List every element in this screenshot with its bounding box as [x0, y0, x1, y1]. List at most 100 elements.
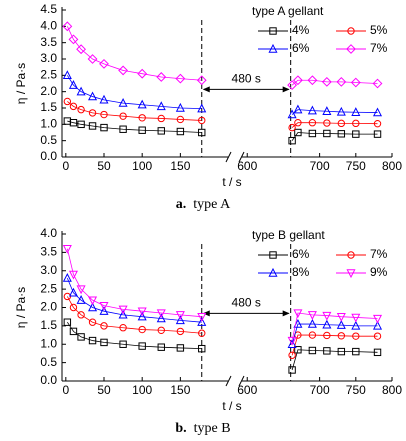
- marker: [197, 312, 207, 322]
- marker: [336, 106, 346, 116]
- y-tick-label: 2.0: [40, 300, 57, 314]
- marker: [137, 311, 147, 321]
- y-tick-label: 1.0: [40, 336, 57, 350]
- marker: [346, 44, 356, 54]
- marker: [197, 103, 207, 113]
- marker: [62, 21, 73, 32]
- marker: [118, 309, 128, 319]
- series-line: [291, 79, 378, 86]
- marker: [373, 348, 382, 357]
- series-line: [67, 75, 202, 110]
- marker: [294, 128, 302, 137]
- marker: [99, 58, 109, 69]
- series-line: [291, 132, 378, 141]
- y-tick-label: 4.0: [40, 226, 57, 240]
- y-tick-label: 0.5: [40, 355, 57, 369]
- series-line: [66, 296, 202, 334]
- marker: [118, 305, 128, 315]
- marker: [336, 76, 347, 87]
- marker: [119, 340, 127, 348]
- legend-label: 4%: [292, 23, 310, 37]
- x-tick-label: 800: [382, 383, 402, 397]
- marker: [269, 251, 277, 259]
- marker: [99, 306, 109, 315]
- marker: [118, 65, 128, 76]
- marker: [137, 99, 147, 109]
- marker: [346, 269, 356, 279]
- marker: [196, 75, 207, 86]
- marker: [76, 86, 86, 96]
- series-line: [291, 312, 378, 341]
- marker: [307, 318, 317, 328]
- marker: [69, 102, 78, 111]
- marker: [322, 106, 332, 115]
- marker: [62, 70, 72, 80]
- marker: [137, 307, 147, 317]
- legend-title: type A gellant: [252, 4, 324, 18]
- marker: [352, 347, 360, 356]
- marker: [156, 101, 166, 111]
- marker: [198, 329, 206, 337]
- marker: [198, 116, 206, 125]
- marker: [138, 126, 146, 134]
- marker: [287, 109, 297, 119]
- marker: [323, 347, 331, 355]
- marker: [157, 114, 165, 123]
- annotation: 480 s: [232, 72, 261, 86]
- marker: [308, 119, 317, 127]
- marker: [373, 320, 383, 330]
- marker: [373, 119, 382, 128]
- series-line: [291, 334, 378, 356]
- caption: b. type B: [175, 421, 230, 436]
- marker: [323, 119, 331, 127]
- marker: [287, 339, 297, 348]
- y-tick-label: 3.0: [40, 263, 57, 277]
- marker: [336, 312, 346, 322]
- marker: [373, 107, 383, 117]
- marker: [288, 123, 296, 132]
- caption-label: a.: [176, 197, 187, 212]
- x-tick-label: 0: [62, 159, 69, 173]
- x-tick-label: 700: [310, 383, 330, 397]
- y-axis-label: η / Pa·s: [14, 63, 28, 104]
- marker: [308, 129, 317, 138]
- legend-label: 5%: [370, 23, 388, 37]
- marker: [268, 43, 278, 53]
- marker: [138, 325, 146, 334]
- y-tick-label: 4.5: [40, 2, 57, 16]
- x-tick-label: 800: [382, 159, 402, 173]
- marker: [87, 54, 98, 64]
- marker: [175, 73, 186, 84]
- marker: [293, 104, 303, 114]
- y-tick-label: 3.0: [40, 51, 57, 65]
- marker: [69, 327, 78, 336]
- marker: [351, 313, 361, 323]
- caption-text: type A: [193, 197, 231, 212]
- marker: [350, 77, 361, 88]
- series-line: [66, 248, 202, 318]
- marker: [293, 309, 303, 319]
- marker: [156, 72, 167, 82]
- marker: [176, 127, 185, 136]
- marker: [76, 295, 86, 304]
- marker: [351, 320, 361, 330]
- marker: [68, 34, 79, 45]
- y-tick-label: 3.5: [40, 245, 57, 259]
- legend-label: 9%: [370, 265, 388, 279]
- marker: [269, 27, 277, 35]
- marker: [268, 267, 278, 277]
- x-tick-label: 0: [62, 383, 69, 397]
- x-tick-label: 750: [346, 159, 366, 173]
- marker: [100, 322, 108, 330]
- x-tick-label: 700: [310, 159, 330, 173]
- marker: [322, 311, 332, 321]
- axis-break: [225, 151, 245, 163]
- y-tick-label: 3.5: [40, 35, 57, 49]
- series-line: [67, 101, 202, 121]
- annotation: 480 s: [232, 296, 261, 310]
- marker: [63, 97, 72, 106]
- marker: [77, 120, 85, 129]
- marker: [294, 346, 302, 354]
- marker: [287, 80, 298, 91]
- axis-break: [225, 375, 245, 387]
